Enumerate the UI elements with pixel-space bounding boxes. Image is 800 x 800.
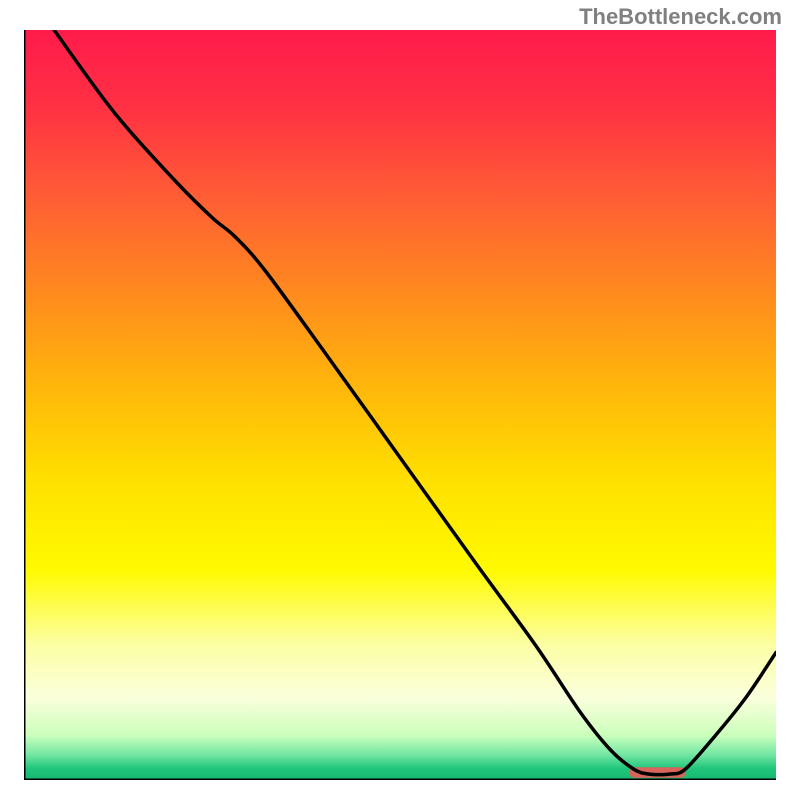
bottleneck-chart [24,30,776,780]
watermark-text: TheBottleneck.com [579,4,782,30]
chart-background [24,30,776,780]
chart-svg [24,30,776,780]
